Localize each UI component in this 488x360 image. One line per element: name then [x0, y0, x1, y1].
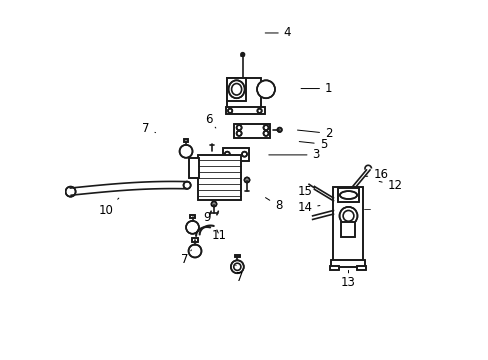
Text: 12: 12 [378, 179, 402, 192]
Circle shape [241, 53, 244, 56]
Text: 9: 9 [203, 205, 211, 224]
Text: 1: 1 [301, 82, 332, 95]
Bar [227, 78, 245, 101]
Bar [234, 124, 270, 138]
Bar [183, 139, 188, 142]
Circle shape [65, 186, 76, 197]
Circle shape [188, 244, 201, 257]
Text: 11: 11 [211, 229, 226, 242]
Text: 2: 2 [297, 127, 332, 140]
Bar [330, 260, 364, 267]
Bar [227, 78, 261, 108]
Bar [337, 188, 358, 202]
Circle shape [211, 202, 216, 207]
Text: 7: 7 [180, 250, 191, 266]
Bar [357, 266, 366, 270]
Bar [198, 155, 241, 200]
Circle shape [277, 128, 281, 132]
Circle shape [244, 177, 249, 183]
Circle shape [263, 125, 268, 130]
Bar [341, 222, 354, 237]
Bar [192, 238, 198, 242]
Bar [183, 139, 188, 142]
Text: 5: 5 [299, 138, 326, 150]
Bar [227, 78, 245, 101]
Bar [188, 158, 199, 178]
Bar [330, 260, 364, 267]
Text: 13: 13 [340, 270, 355, 289]
Circle shape [224, 152, 229, 157]
Circle shape [236, 125, 241, 130]
Circle shape [236, 131, 241, 136]
Circle shape [70, 194, 72, 196]
Circle shape [227, 109, 232, 113]
Bar [227, 78, 261, 108]
Bar [234, 255, 239, 257]
Circle shape [183, 181, 190, 189]
Text: 4: 4 [264, 27, 291, 40]
Bar [333, 187, 362, 264]
Bar [223, 148, 248, 161]
Bar [223, 148, 248, 161]
Text: 7: 7 [142, 122, 155, 135]
Bar [192, 238, 198, 242]
Text: 15: 15 [297, 185, 317, 198]
Circle shape [185, 221, 199, 234]
Bar [189, 215, 195, 218]
Bar [341, 222, 354, 237]
Bar [234, 255, 239, 257]
Bar [333, 187, 362, 264]
Bar [337, 188, 358, 202]
Circle shape [339, 207, 357, 225]
Text: 6: 6 [204, 113, 215, 128]
Ellipse shape [339, 191, 356, 199]
Circle shape [263, 131, 268, 136]
Bar [357, 266, 366, 270]
Text: 14: 14 [297, 202, 319, 215]
Bar [198, 155, 241, 200]
Text: 16: 16 [365, 168, 387, 181]
Text: 10: 10 [99, 198, 119, 217]
Text: 3: 3 [268, 148, 319, 161]
Circle shape [242, 152, 246, 157]
Text: 7: 7 [235, 265, 244, 284]
Bar [189, 215, 195, 218]
Bar [225, 107, 264, 114]
Circle shape [257, 80, 274, 98]
Bar [329, 266, 338, 270]
Bar [329, 266, 338, 270]
Ellipse shape [228, 80, 244, 98]
Bar [234, 124, 270, 138]
Bar [188, 158, 199, 178]
Circle shape [179, 145, 192, 158]
Text: 8: 8 [265, 198, 282, 212]
Bar [225, 107, 264, 114]
Circle shape [69, 187, 71, 189]
Circle shape [230, 260, 244, 273]
Circle shape [257, 109, 261, 113]
